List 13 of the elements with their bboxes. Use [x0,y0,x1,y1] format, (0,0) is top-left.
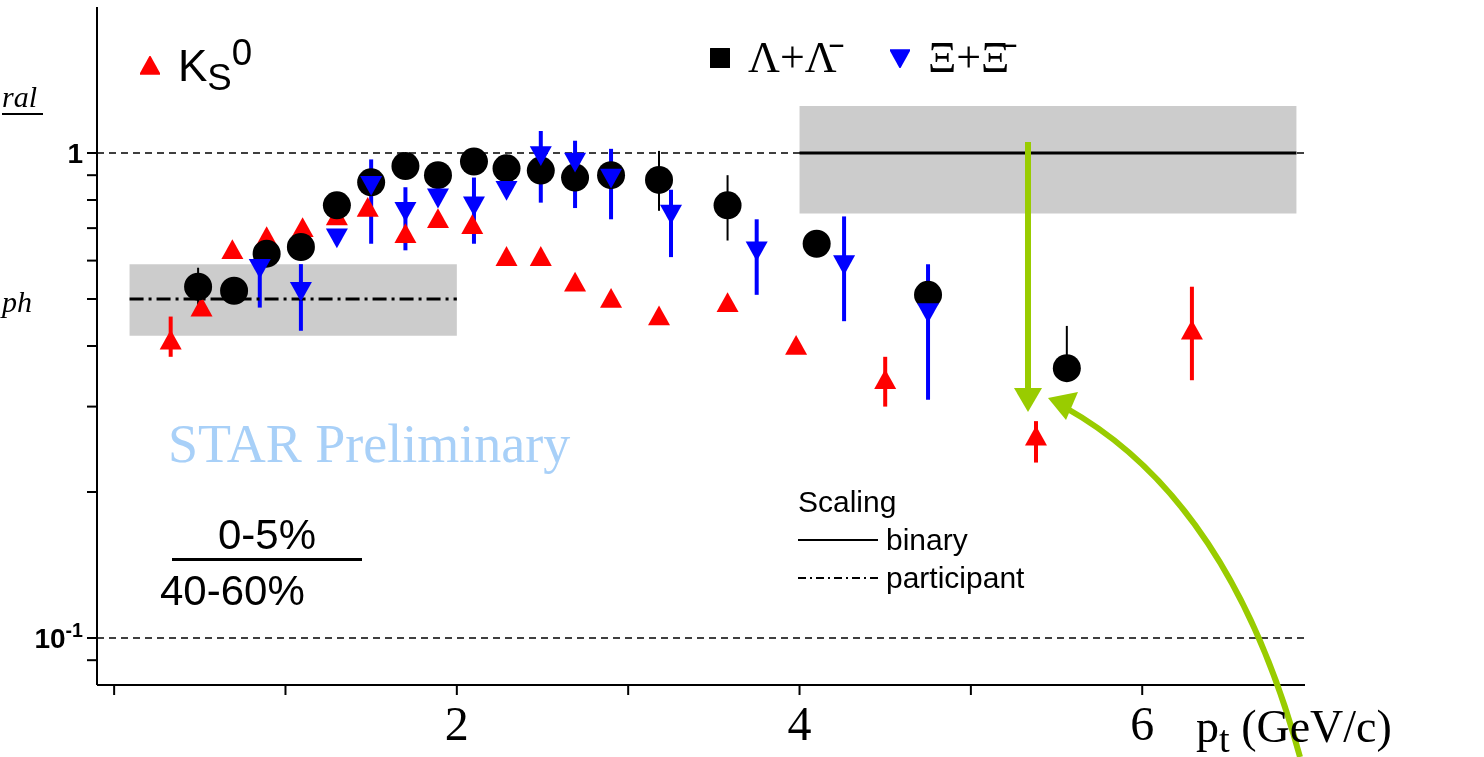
legend-label: binary [886,522,968,558]
text: ph [2,285,32,318]
x-tick-label: 4 [787,697,812,750]
legend-label: participant [886,560,1025,596]
x-tick-label: 6 [1130,697,1155,750]
annotation: STAR Preliminary [168,414,571,475]
annotation: 40-60% [160,567,305,615]
annotation: 0-5% [172,511,362,562]
x-tick-label: 2 [444,697,469,750]
legend-title: Scaling [798,484,898,520]
y-tick-label: 1 [67,138,83,169]
y-tick-label: 10$^{-1}$ [34,619,84,654]
text: ral [2,80,44,115]
